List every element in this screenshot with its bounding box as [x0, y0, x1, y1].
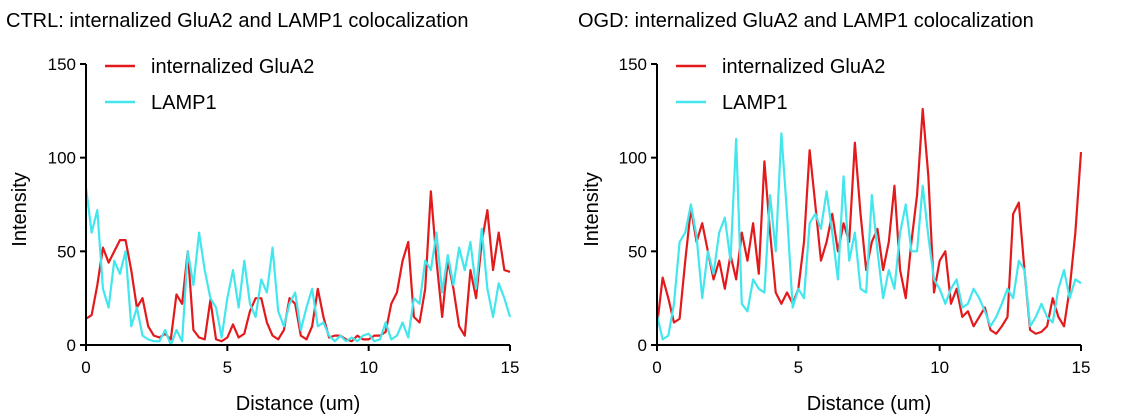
y-tick-label: 50: [628, 242, 647, 261]
legend-label-lamp1: LAMP1: [722, 92, 788, 114]
series-line-glua2: [85, 190, 511, 343]
x-tick-label: 5: [223, 358, 232, 377]
legend-label-glua2: internalized GluA2: [151, 56, 314, 78]
x-axis-label: Distance (um): [807, 393, 931, 415]
series-line-glua2: [655, 107, 1083, 335]
y-tick-label: 150: [48, 55, 76, 74]
chart-panel-ogd: OGD: internalized GluA2 and LAMP1 coloca…: [578, 10, 1090, 415]
y-tick-label: 0: [638, 336, 647, 355]
x-tick-label: 10: [359, 358, 378, 377]
x-tick-label: 15: [1072, 358, 1091, 377]
legend-label-glua2: internalized GluA2: [722, 56, 885, 78]
y-tick-label: 100: [48, 149, 76, 168]
x-axis-label: Distance (um): [236, 393, 360, 415]
chart-panel-ctrl: CTRL: internalized GluA2 and LAMP1 coloc…: [6, 10, 519, 415]
x-tick-label: 10: [930, 358, 949, 377]
x-tick-label: 15: [501, 358, 520, 377]
y-tick-label: 150: [619, 55, 647, 74]
legend-label-lamp1: LAMP1: [151, 92, 217, 114]
series-line-lamp1: [84, 187, 512, 347]
series-line-lamp1: [655, 132, 1082, 341]
x-tick-label: 5: [794, 358, 803, 377]
y-axis-label: Intensity: [9, 172, 31, 246]
x-tick-label: 0: [652, 358, 661, 377]
y-tick-label: 100: [619, 149, 647, 168]
y-tick-label: 50: [57, 242, 76, 261]
y-axis-label: Intensity: [581, 172, 603, 246]
y-tick-label: 0: [67, 336, 76, 355]
x-tick-label: 0: [81, 358, 90, 377]
chart-title: OGD: internalized GluA2 and LAMP1 coloca…: [578, 10, 1034, 32]
chart-title: CTRL: internalized GluA2 and LAMP1 coloc…: [6, 10, 468, 32]
